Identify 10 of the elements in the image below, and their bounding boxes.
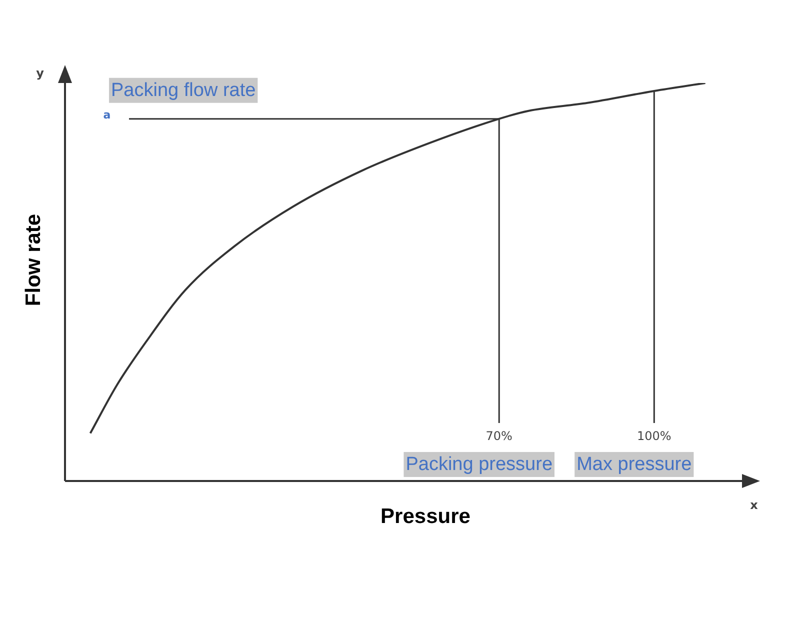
x-axis-title: Pressure — [380, 504, 470, 528]
x-tick-label: 70% — [486, 429, 512, 444]
ref-line-label: Packing pressure — [406, 454, 553, 476]
x-tick-label: 100% — [636, 429, 672, 444]
y-axis-title: Flow rate — [22, 214, 45, 306]
text: y — [36, 66, 44, 80]
ref-line-label: a — [103, 108, 111, 122]
ref-line-label: Max pressure — [576, 454, 692, 476]
annotation: Packing flow rate — [111, 80, 256, 102]
text: x — [750, 498, 758, 512]
